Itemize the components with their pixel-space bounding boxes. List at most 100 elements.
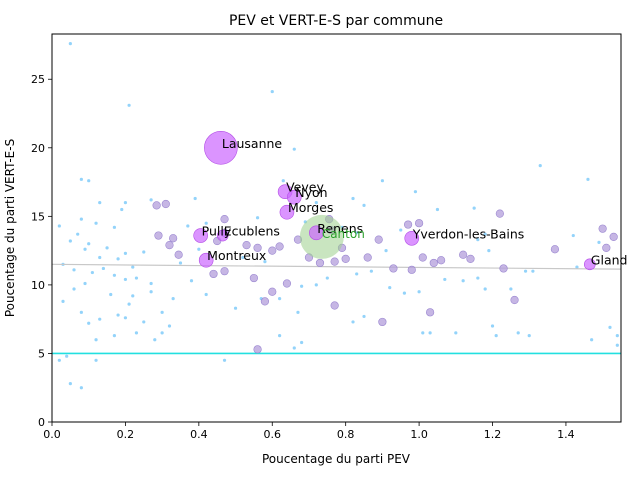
medium-commune-point xyxy=(499,264,508,273)
x-tick-label: 0.0 xyxy=(43,428,61,441)
medium-commune-point xyxy=(466,254,475,263)
small-commune-point xyxy=(123,277,128,282)
small-commune-point xyxy=(292,147,296,151)
medium-commune-point xyxy=(374,235,383,244)
small-commune-point xyxy=(351,320,355,324)
small-commune-point xyxy=(355,272,359,276)
medium-commune-point xyxy=(330,257,339,266)
y-tick-label: 5 xyxy=(38,347,45,360)
small-commune-point xyxy=(222,358,227,362)
small-commune-point xyxy=(186,224,190,228)
small-commune-point xyxy=(421,331,425,335)
medium-commune-point xyxy=(174,250,183,259)
labeled-commune-point xyxy=(204,130,238,165)
small-commune-point xyxy=(461,279,465,283)
labeled-commune-point xyxy=(309,225,324,241)
labeled-commune-point xyxy=(279,204,295,220)
small-commune-point xyxy=(193,196,197,201)
small-commune-point xyxy=(476,276,480,280)
medium-commune-point xyxy=(437,256,446,265)
small-commune-point xyxy=(443,277,447,282)
small-commune-point xyxy=(98,201,102,205)
medium-commune-point xyxy=(378,317,387,327)
medium-commune-point xyxy=(253,345,262,354)
commune-label: Renens xyxy=(317,221,363,236)
small-commune-point xyxy=(90,270,94,275)
y-tick-label: 10 xyxy=(31,279,45,292)
small-commune-point xyxy=(538,164,542,168)
medium-commune-point xyxy=(315,258,325,268)
small-commune-point xyxy=(79,217,83,221)
y-tick-label: 20 xyxy=(31,142,45,155)
small-commune-point xyxy=(483,232,487,236)
small-commune-point xyxy=(116,313,120,317)
small-commune-point xyxy=(270,89,274,94)
medium-commune-point xyxy=(403,220,413,229)
small-commune-point xyxy=(98,317,102,321)
small-commune-point xyxy=(101,266,105,271)
commune-label: Vevey xyxy=(286,180,324,195)
y-tick-label: 25 xyxy=(31,73,45,86)
medium-commune-point xyxy=(495,209,504,218)
small-commune-point xyxy=(454,331,458,335)
small-commune-point xyxy=(72,287,76,291)
small-commune-point xyxy=(65,354,69,358)
labeled-commune-point xyxy=(216,229,229,242)
medium-commune-point xyxy=(275,242,284,251)
small-commune-point xyxy=(494,334,498,338)
small-commune-point xyxy=(131,294,135,298)
data-layer xyxy=(52,41,621,390)
medium-commune-point xyxy=(268,287,277,296)
small-commune-point xyxy=(369,269,373,273)
small-commune-point xyxy=(575,265,579,269)
small-commune-point xyxy=(351,196,355,201)
small-commune-point xyxy=(531,269,535,273)
small-commune-point xyxy=(94,221,98,225)
small-commune-point xyxy=(615,334,619,338)
small-commune-point xyxy=(516,331,520,335)
small-commune-point xyxy=(127,302,131,306)
small-commune-point xyxy=(149,290,153,294)
small-commune-point xyxy=(105,246,109,250)
small-commune-point xyxy=(79,386,83,390)
y-tick-label: 15 xyxy=(31,210,45,223)
medium-commune-point xyxy=(389,264,398,273)
small-commune-point xyxy=(435,207,440,212)
medium-commune-point xyxy=(429,258,438,268)
small-commune-point xyxy=(527,334,531,338)
medium-commune-point xyxy=(609,232,618,242)
small-commune-point xyxy=(61,299,65,303)
x-tick-label: 1.0 xyxy=(410,428,428,441)
medium-commune-point xyxy=(598,224,607,233)
small-commune-point xyxy=(204,292,208,297)
small-commune-point xyxy=(134,331,139,335)
medium-commune-point xyxy=(154,231,163,240)
small-commune-point xyxy=(509,287,513,291)
small-commune-point xyxy=(76,232,80,236)
small-commune-point xyxy=(413,190,418,194)
small-commune-point xyxy=(149,198,153,202)
small-commune-point xyxy=(278,297,282,301)
small-commune-point xyxy=(204,221,208,225)
small-commune-point xyxy=(68,382,72,386)
small-commune-point xyxy=(281,179,285,183)
x-tick-label: 0.4 xyxy=(190,428,208,441)
medium-commune-point xyxy=(282,279,292,288)
small-commune-point xyxy=(68,239,72,243)
small-commune-point xyxy=(362,314,366,319)
small-commune-point xyxy=(142,320,146,324)
small-commune-point xyxy=(142,250,146,254)
medium-commune-point xyxy=(330,301,339,310)
medium-commune-point xyxy=(550,245,560,254)
small-commune-point xyxy=(586,177,590,181)
small-commune-point xyxy=(355,231,359,235)
labeled-commune-point xyxy=(286,189,302,205)
small-commune-point xyxy=(314,283,318,287)
canton-label: Canton xyxy=(322,227,365,241)
small-commune-point xyxy=(278,334,282,338)
small-commune-point xyxy=(300,340,304,345)
small-commune-point xyxy=(263,259,267,264)
small-commune-point xyxy=(402,291,407,295)
